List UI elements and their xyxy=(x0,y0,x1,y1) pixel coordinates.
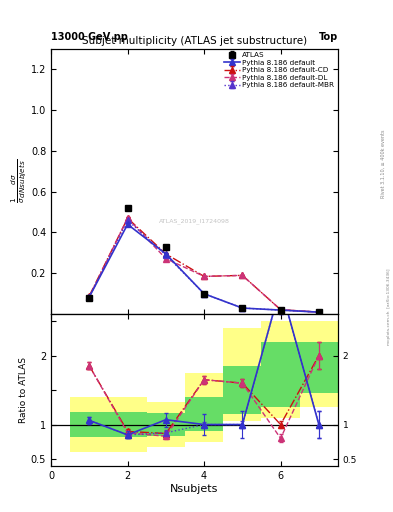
Text: Top: Top xyxy=(319,32,338,42)
Y-axis label: Ratio to ATLAS: Ratio to ATLAS xyxy=(19,357,28,423)
Text: 13000 GeV pp: 13000 GeV pp xyxy=(51,32,128,42)
Text: Rivet 3.1.10, ≥ 400k events: Rivet 3.1.10, ≥ 400k events xyxy=(381,130,386,198)
X-axis label: Nsubjets: Nsubjets xyxy=(170,483,219,494)
Text: ATLAS_2019_I1724098: ATLAS_2019_I1724098 xyxy=(159,219,230,224)
Text: mcplots.cern.ch  [arXiv:1306.3436]: mcplots.cern.ch [arXiv:1306.3436] xyxy=(387,269,391,346)
Y-axis label: $\frac{1}{\sigma}\frac{d\sigma}{dNsubjets}$: $\frac{1}{\sigma}\frac{d\sigma}{dNsubjet… xyxy=(10,159,29,203)
Legend: ATLAS, Pythia 8.186 default, Pythia 8.186 default-CD, Pythia 8.186 default-DL, P: ATLAS, Pythia 8.186 default, Pythia 8.18… xyxy=(223,51,336,90)
Title: Subjet multiplicity (ATLAS jet substructure): Subjet multiplicity (ATLAS jet substruct… xyxy=(82,36,307,47)
